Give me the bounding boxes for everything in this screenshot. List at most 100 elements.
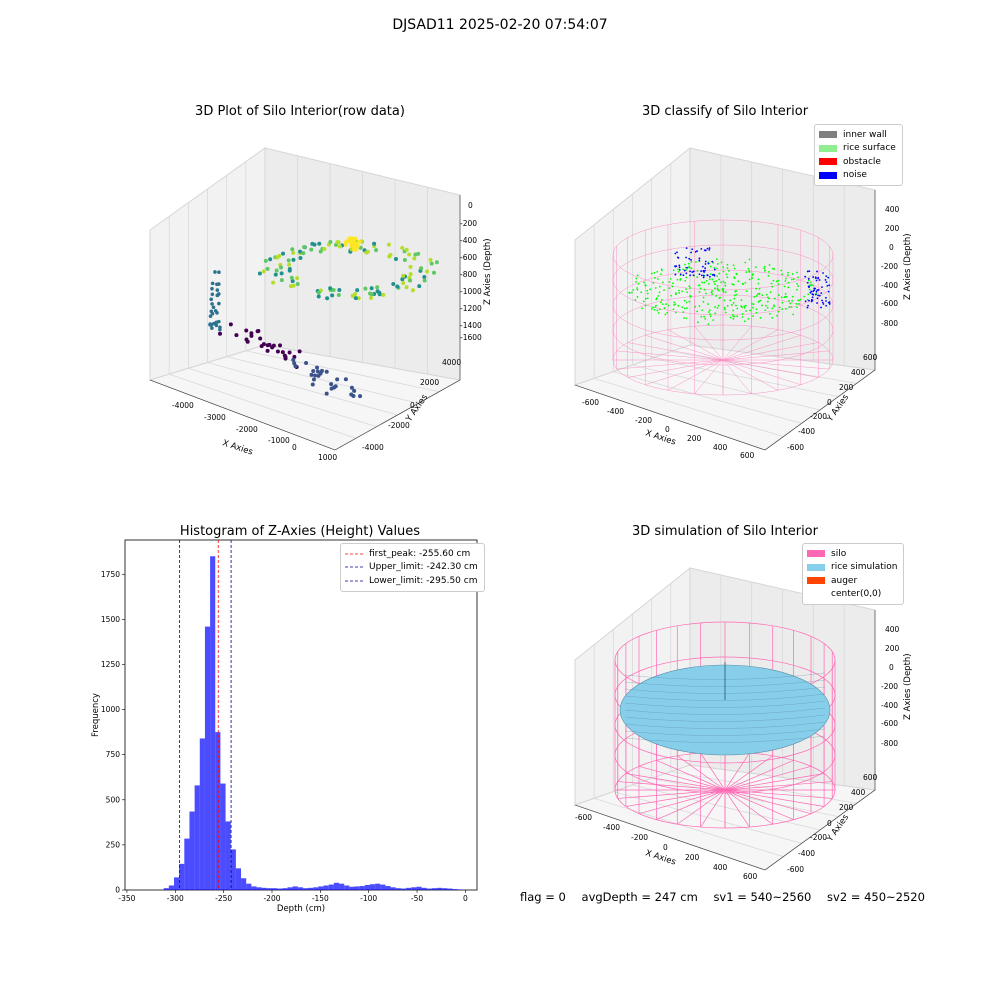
rice-surface-point [784,280,787,282]
x-tick: 0 [663,843,668,852]
rice-surface-point [768,264,771,266]
rice-surface-point [784,292,787,295]
noise-point [806,281,809,284]
rice-surface-point [733,267,736,270]
rice-surface-point [670,294,673,297]
rice-surface-point [707,282,710,285]
rice-surface-point [659,273,662,276]
noise-point [816,297,819,300]
status-line: flag = 0 avgDepth = 247 cm sv1 = 540~256… [520,890,937,904]
surface-mesh-line [624,707,826,715]
rice-surface-point [646,297,649,300]
histogram-bar [344,885,350,890]
data-point [286,258,291,263]
rice-surface-point [748,269,751,272]
z-tick: 200 [885,224,900,233]
rice-surface-point [751,302,753,305]
data-point [297,349,302,354]
data-point [210,292,215,297]
z-tick: 0 [889,663,894,672]
rice-surface-point [676,278,679,281]
rice-surface-point [652,306,654,309]
rice-surface-point [726,263,729,266]
noise-point [678,266,681,269]
legend-item-first-peak: first_peak: -255.60 cm [345,547,478,561]
grid-line [207,362,398,416]
histogram-bar [328,884,334,890]
silo-strut [627,342,724,361]
data-point [349,236,354,241]
panel-title-raw: 3D Plot of Silo Interior(row data) [195,104,405,119]
rice-surface-point [759,299,762,302]
z-tick: -1200 [460,304,482,313]
rice-surface-point [748,278,751,281]
noise-point [809,291,812,294]
rice-surface-point [669,277,672,280]
data-point [244,328,249,333]
data-point [369,295,374,300]
histogram-bar [220,783,226,890]
rice-surface-point [769,291,772,294]
data-point [304,360,309,365]
noise-point [678,268,681,271]
x-tick: 0 [292,443,297,452]
rice-surface-point [686,291,688,294]
silo-strut [638,765,726,791]
noise-point [816,289,819,292]
grid-line [632,784,821,831]
rice-surface-point [733,297,736,300]
rice-surface-point [709,313,711,316]
z-tick: -1400 [460,321,482,330]
legend-line-darkblue [345,566,363,568]
data-point [400,245,405,250]
rice-surface-point [754,266,757,269]
rice-surface-point [635,280,637,283]
rice-surface-point [796,282,799,285]
noise-point [827,301,830,304]
silo-strut [724,789,773,825]
data-point [309,372,314,377]
rice-surface-point [681,290,684,293]
rice-surface-point [724,291,727,294]
rice-surface-point [685,301,688,304]
data-point [258,336,263,341]
data-point [311,369,316,374]
rice-surface-point [677,270,680,273]
x-tick: -600 [582,398,599,407]
rice-surface-point [634,299,637,301]
histogram-bar [271,888,278,890]
data-point [316,294,321,299]
data-point [325,296,330,301]
data-point [328,286,333,291]
rice-surface-point [658,285,661,288]
silo-strut [656,789,726,821]
rice-surface-point [643,281,645,284]
data-point [401,273,406,278]
histogram-bar [210,556,216,890]
data-point [386,242,391,247]
rice-surface-point [718,278,720,281]
rice-surface-point [745,271,748,274]
noise-point [821,286,823,288]
x-tick-label: -300 [167,894,184,903]
x-tick-label: -250 [215,894,232,903]
histogram-bar [235,868,242,890]
silo-strut [722,335,801,361]
legend-label: rice surface [843,143,896,154]
rice-surface-point [787,271,789,274]
rice-surface-point [777,283,780,286]
status-sv2: sv2 = 450~2520 [827,890,925,904]
rice-surface-point [674,303,677,306]
noise-point [816,270,818,273]
z-tick: -200 [881,682,898,691]
noise-point [696,250,698,252]
rice-surface-point [711,278,714,281]
histogram-bar [173,877,180,890]
y-tick: -200 [810,833,827,842]
rice-surface-point [796,306,798,309]
silo-strut [722,342,819,361]
rice-surface-point [724,284,727,287]
rice-surface-point [713,266,716,269]
data-point [309,247,314,252]
rice-surface-point [688,300,691,303]
